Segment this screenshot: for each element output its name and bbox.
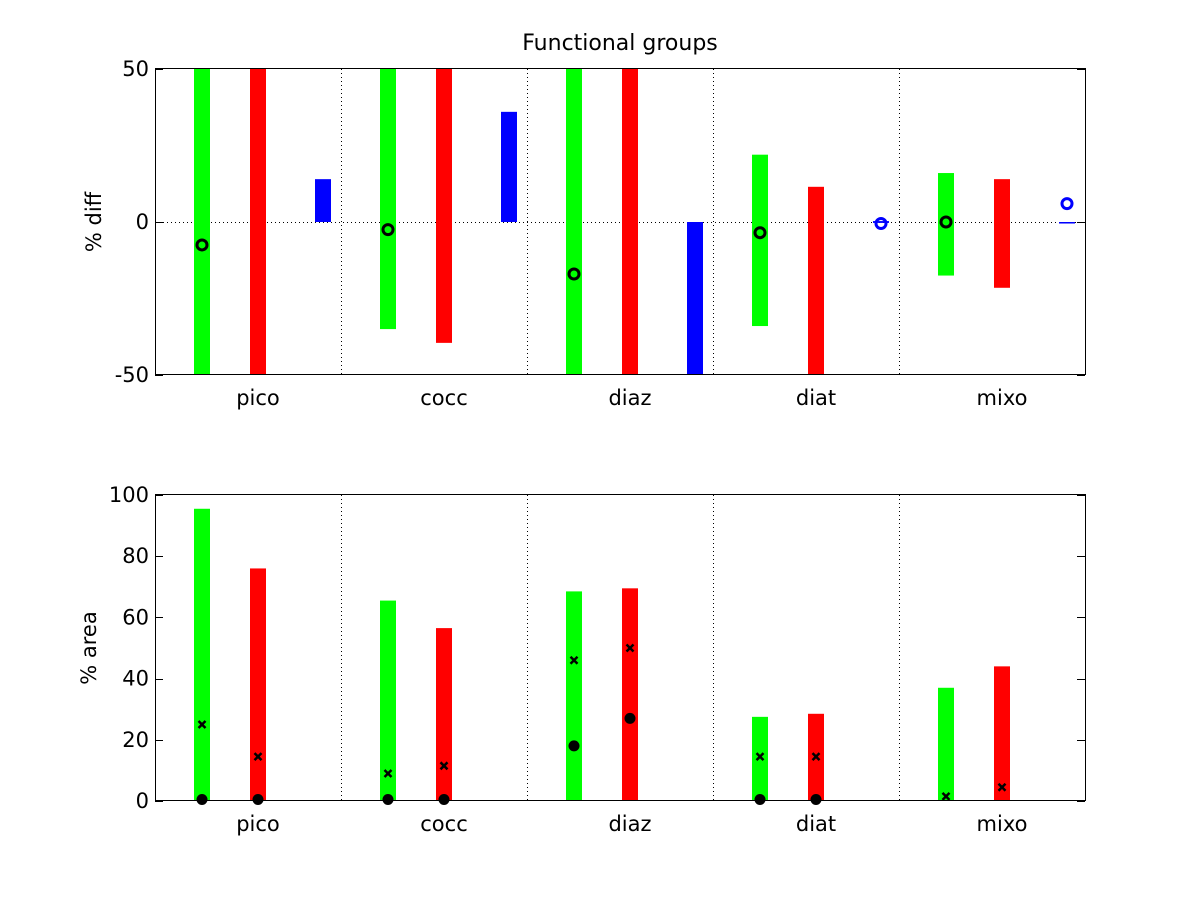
plot-frame bbox=[155, 68, 1086, 375]
range-bar bbox=[566, 69, 582, 375]
category-label: pico bbox=[236, 386, 280, 410]
y-tick-label: 0 bbox=[136, 210, 149, 234]
x-marker-stroke bbox=[383, 769, 393, 778]
category-label: cocc bbox=[420, 386, 468, 410]
range-bar bbox=[250, 69, 266, 375]
x-marker-stroke bbox=[625, 643, 635, 653]
category-labels: pico cocc diaz diat mixo bbox=[236, 812, 1027, 836]
y-tick-label: 50 bbox=[122, 57, 149, 81]
category-label: mixo bbox=[977, 386, 1028, 410]
dot-marker bbox=[252, 793, 264, 805]
dot-marker bbox=[196, 793, 208, 805]
x-marker bbox=[625, 643, 635, 653]
markers bbox=[195, 197, 1074, 281]
x-marker-stroke bbox=[253, 752, 263, 762]
y-axis-label-area: % area bbox=[77, 611, 101, 684]
range-bar bbox=[808, 186, 824, 375]
category-labels: pico cocc diaz diat mixo bbox=[236, 386, 1027, 410]
range-bar bbox=[938, 173, 954, 276]
x-marker-stroke bbox=[997, 782, 1007, 792]
range-bar bbox=[194, 69, 210, 375]
x-marker bbox=[439, 761, 449, 771]
circle-marker bbox=[939, 215, 953, 229]
chart-title: Functional groups bbox=[522, 31, 718, 56]
range-bar bbox=[436, 69, 452, 343]
range-bar bbox=[938, 687, 954, 801]
x-marker-stroke bbox=[811, 752, 821, 762]
grid-lines bbox=[341, 495, 900, 801]
dot-marker bbox=[754, 793, 766, 805]
range-bar bbox=[873, 221, 889, 223]
dot-marker bbox=[810, 793, 822, 805]
panel-percent-diff: Functional groups % diff -50 0 50 pico cocc… bbox=[82, 31, 1086, 410]
category-label: diat bbox=[796, 386, 836, 410]
range-bar bbox=[622, 69, 638, 375]
range-bars bbox=[194, 508, 1010, 801]
range-bar bbox=[994, 179, 1010, 288]
y-axis-label-diff: % diff bbox=[82, 191, 106, 252]
y-tick-label: 20 bbox=[122, 728, 149, 752]
x-marker-stroke bbox=[569, 655, 579, 665]
range-bar bbox=[436, 628, 452, 801]
y-tick-label: 100 bbox=[109, 483, 149, 507]
x-marker bbox=[941, 792, 951, 801]
range-bar bbox=[315, 179, 331, 222]
range-bar bbox=[380, 600, 396, 801]
x-marker-stroke bbox=[941, 792, 951, 801]
y-tick-label: 40 bbox=[122, 667, 149, 691]
range-bars bbox=[194, 69, 1075, 375]
y-ticks: 0 20 40 60 80 100 bbox=[109, 483, 1085, 813]
range-bar bbox=[501, 111, 517, 222]
circle-marker bbox=[381, 223, 395, 237]
range-bar bbox=[250, 568, 266, 801]
category-label: diaz bbox=[608, 386, 651, 410]
range-bar bbox=[687, 222, 703, 375]
dot-marker bbox=[568, 740, 580, 752]
markers bbox=[196, 643, 1007, 805]
circle-marker bbox=[1060, 197, 1074, 211]
circle-marker bbox=[874, 217, 888, 231]
category-label: diaz bbox=[608, 812, 651, 836]
x-marker-stroke bbox=[197, 720, 207, 729]
grid-lines bbox=[155, 69, 1085, 375]
plot-frame bbox=[155, 494, 1086, 801]
x-marker bbox=[755, 752, 765, 762]
range-bar bbox=[1059, 222, 1075, 224]
category-label: pico bbox=[236, 812, 280, 836]
range-bar bbox=[622, 588, 638, 801]
dot-marker bbox=[438, 793, 450, 805]
x-marker bbox=[253, 752, 263, 762]
circle-marker bbox=[567, 267, 581, 281]
category-label: cocc bbox=[420, 812, 468, 836]
x-marker bbox=[197, 720, 207, 729]
dot-marker bbox=[382, 793, 394, 805]
panel-percent-area: % area 0 20 40 60 80 100 pico cocc diaz diat mixo bbox=[77, 483, 1086, 836]
y-ticks: -50 0 50 bbox=[115, 57, 1085, 387]
circle-marker bbox=[195, 238, 209, 252]
x-marker-stroke bbox=[439, 761, 449, 771]
range-bar bbox=[752, 716, 768, 801]
dot-marker bbox=[624, 712, 636, 724]
range-bar bbox=[194, 508, 210, 801]
y-tick-label: 0 bbox=[136, 789, 149, 813]
category-label: mixo bbox=[977, 812, 1028, 836]
range-bar bbox=[994, 666, 1010, 801]
category-label: diat bbox=[796, 812, 836, 836]
x-marker bbox=[811, 752, 821, 762]
x-marker bbox=[569, 655, 579, 665]
x-marker bbox=[383, 769, 393, 778]
y-tick-label: 60 bbox=[122, 605, 149, 629]
x-marker-stroke bbox=[755, 752, 765, 762]
x-marker bbox=[997, 782, 1007, 792]
range-bar bbox=[566, 591, 582, 801]
range-bar bbox=[752, 154, 768, 327]
range-bar bbox=[380, 69, 396, 330]
circle-marker bbox=[753, 226, 767, 240]
y-tick-label: 80 bbox=[122, 544, 149, 568]
y-tick-label: -50 bbox=[115, 363, 149, 387]
